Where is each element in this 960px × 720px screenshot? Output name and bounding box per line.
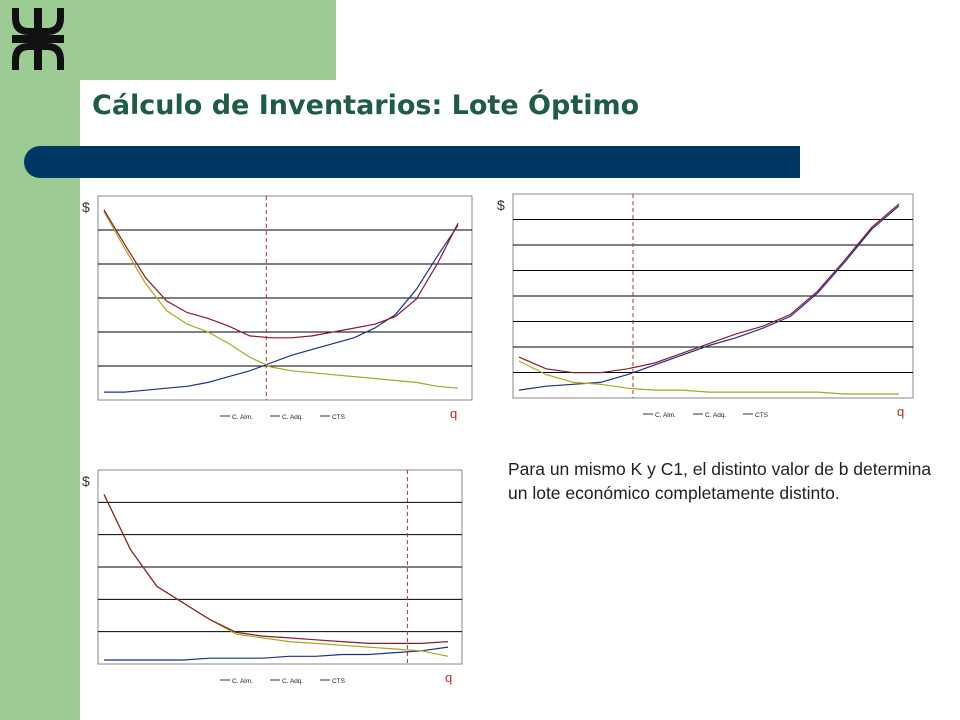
utn-logo-icon	[12, 8, 64, 70]
y-axis-label: $	[497, 197, 505, 213]
y-axis-label: $	[82, 199, 90, 215]
chart-2: $ q C. Alm. C. Adq. CTS	[495, 188, 920, 423]
legend-label: CTS	[332, 678, 346, 685]
legend-label: CTS	[755, 412, 769, 419]
chart-svg: $ q C. Alm. C. Adq. CTS	[82, 195, 473, 421]
legend-label: C. Adq.	[282, 678, 304, 685]
left-green-strip	[0, 0, 80, 720]
legend-label: C. Alm.	[232, 678, 253, 685]
title-underline-bar	[24, 146, 800, 178]
legend-label: CTS	[332, 414, 346, 421]
series-line-0	[518, 205, 900, 391]
x-axis-label: q	[897, 404, 904, 419]
series-line-1	[103, 211, 459, 389]
x-axis-label: q	[445, 670, 452, 685]
chart-svg: $ q C. Alm. C. Adq. CTS	[497, 193, 914, 419]
series-line-0	[104, 224, 459, 393]
x-axis-label: q	[450, 406, 457, 421]
y-axis-label: $	[82, 473, 90, 489]
chart-3: $ q C. Alm. C. Adq. CTS	[80, 466, 475, 691]
legend-label: C. Alm.	[232, 414, 253, 421]
series-line-2	[518, 203, 900, 374]
legend-label: C. Alm.	[655, 412, 676, 419]
series-line-2	[103, 494, 449, 644]
chart-1: $ q C. Alm. C. Adq. CTS	[80, 190, 475, 425]
legend-label: C. Adq.	[282, 414, 304, 421]
slide-title: Cálculo de Inventarios: Lote Óptimo	[92, 90, 640, 121]
body-text: Para un mismo K y C1, el distinto valor …	[508, 459, 932, 503]
series-line-0	[104, 646, 449, 661]
series-line-1	[518, 360, 899, 395]
legend-label: C. Adq.	[705, 412, 727, 419]
chart-svg: $ q C. Alm. C. Adq. CTS	[82, 469, 463, 685]
series-line-2	[103, 209, 459, 339]
